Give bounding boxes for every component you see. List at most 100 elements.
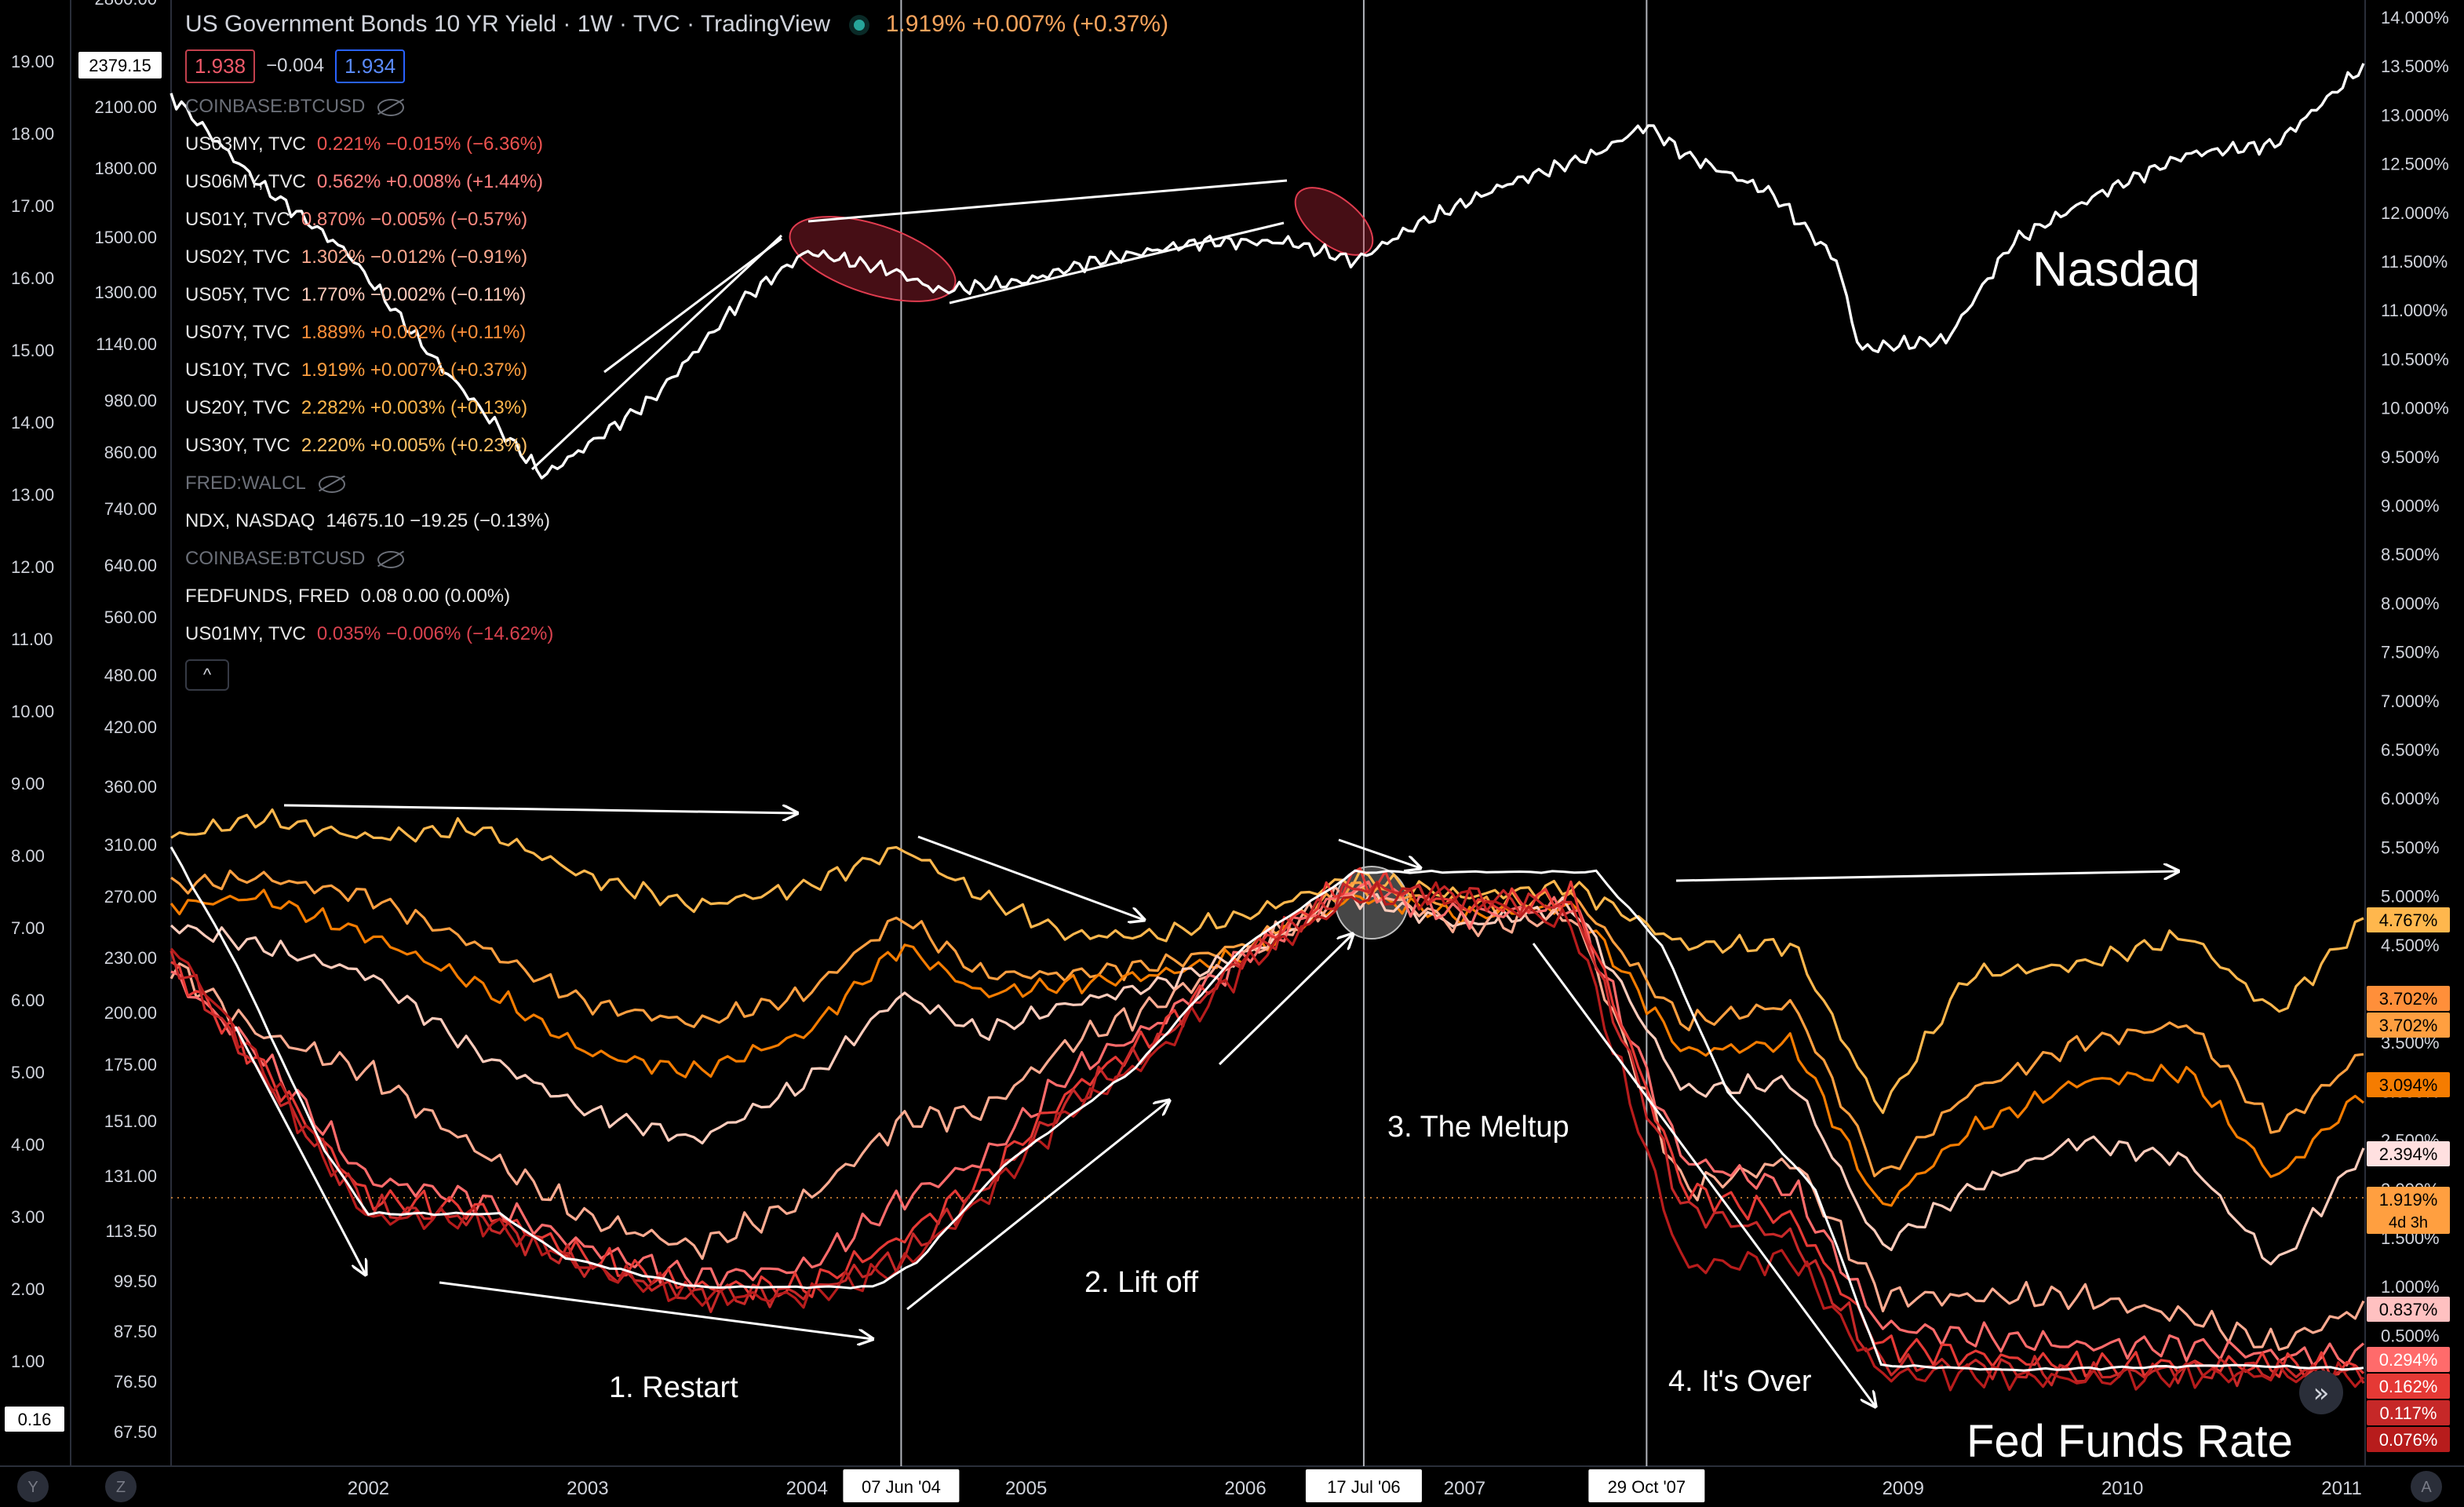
collapse-legend-button[interactable]: ^ — [185, 659, 229, 691]
legend-series-row[interactable]: COINBASE:BTCUSD — [185, 540, 1205, 578]
right-price-tag-label: 1.919% — [2379, 1190, 2438, 1210]
legend-series-row[interactable]: US03MY, TVC 0.221% −0.015% (−6.36%) — [185, 126, 1205, 163]
right-price-tag-label: 3.702% — [2379, 1016, 2438, 1035]
eye-hidden-icon[interactable] — [377, 98, 405, 116]
scale-toggle-button[interactable] — [2411, 1471, 2442, 1502]
trend-line[interactable] — [530, 234, 783, 471]
legend-series-name: US30Y, TVC — [185, 435, 290, 456]
legend-series-row[interactable]: US20Y, TVC 2.282% +0.003% (+0.13%) — [185, 389, 1205, 427]
trend-line[interactable] — [603, 237, 782, 374]
yield-series-line[interactable] — [169, 881, 2365, 1388]
left-inner-tick-label: 980.00 — [104, 391, 157, 411]
legend-series-name: NDX, NASDAQ — [185, 510, 315, 531]
date-marker-tag[interactable] — [843, 1469, 960, 1502]
yield-series-line[interactable] — [170, 808, 2364, 1115]
legend-series-row[interactable]: FEDFUNDS, FRED 0.08 0.00 (0.00%) — [185, 578, 1205, 615]
legend-series-row[interactable]: US06MY, TVC 0.562% +0.008% (+1.44%) — [185, 163, 1205, 201]
legend-series-value: 0.08 0.00 (0.00%) — [360, 586, 511, 607]
left-outer-tick-label: 7.00 — [11, 918, 45, 938]
fedfunds-price-tag[interactable] — [5, 1407, 64, 1432]
trend-arrow[interactable] — [917, 835, 1144, 920]
right-price-tag[interactable] — [2367, 1072, 2450, 1097]
scroll-to-realtime-button[interactable] — [2299, 1370, 2343, 1414]
right-price-tag[interactable] — [2367, 986, 2450, 1011]
left-outer-tick-label: 16.00 — [11, 268, 54, 288]
left-outer-tick-label: 1.00 — [11, 1352, 45, 1371]
left-inner-tick-label: 67.50 — [114, 1422, 157, 1442]
time-tick-label: 2010 — [2101, 1478, 2143, 1499]
left-inner-tick-label: 99.50 — [114, 1272, 157, 1291]
sell-price-box[interactable]: 1.938 — [185, 49, 256, 83]
right-price-tag[interactable] — [2367, 1297, 2450, 1322]
right-price-tag[interactable] — [2367, 1187, 2450, 1234]
trend-arrow[interactable] — [283, 804, 797, 813]
right-tick-label: 14.000% — [2381, 8, 2449, 27]
left-inner-tick-label: 1500.00 — [94, 228, 157, 247]
left-inner-tick-label: 270.00 — [104, 887, 157, 907]
right-price-tag[interactable] — [2367, 1374, 2450, 1399]
right-price-tag[interactable] — [2367, 907, 2450, 932]
legend-series-value: 0.035% −0.006% (−14.62%) — [316, 623, 554, 644]
trend-line[interactable] — [807, 179, 1288, 223]
legend-series-row[interactable]: COINBASE:BTCUSD — [185, 88, 1205, 126]
highlight-ellipse[interactable] — [1284, 175, 1384, 268]
right-price-tag[interactable] — [2367, 1141, 2450, 1166]
date-marker-tag[interactable] — [1305, 1469, 1422, 1502]
left-outer-tick-label: 18.00 — [11, 124, 54, 144]
legend-series-row[interactable]: US01Y, TVC 0.870% −0.005% (−0.57%) — [185, 201, 1205, 239]
phase-annotation: 2. Lift off — [1084, 1266, 1199, 1299]
legend-series-name: FEDFUNDS, FRED — [185, 586, 350, 607]
trend-arrow[interactable] — [1532, 943, 1875, 1407]
legend-series-value: 1.302% −0.012% (−0.91%) — [301, 246, 528, 268]
left-inner-tick-label: 860.00 — [104, 443, 157, 462]
left-outer-tick-label: 2.00 — [11, 1279, 45, 1299]
legend-series-row[interactable]: US05Y, TVC 1.770% −0.002% (−0.11%) — [185, 276, 1205, 314]
right-tick-label: 5.500% — [2381, 837, 2440, 857]
right-price-tag[interactable] — [2367, 1427, 2450, 1452]
left-outer-tick-label: 12.00 — [11, 557, 54, 577]
legend-series-row[interactable]: FRED:WALCL — [185, 465, 1205, 502]
legend-series-value: 14675.10 −19.25 (−0.13%) — [326, 510, 550, 531]
trend-arrow[interactable] — [1675, 871, 2178, 882]
legend-series-row[interactable]: US02Y, TVC 1.302% −0.012% (−0.91%) — [185, 239, 1205, 276]
btc-price-tag[interactable] — [78, 52, 162, 78]
right-tick-label: 10.500% — [2381, 349, 2449, 369]
yield-series-line[interactable] — [169, 881, 2365, 1392]
time-tick-label: 2003 — [567, 1478, 608, 1499]
right-price-tag[interactable] — [2367, 1400, 2450, 1425]
trend-arrow[interactable] — [1338, 838, 1420, 868]
left-inner-tick-label: 360.00 — [104, 777, 157, 797]
buy-price-box[interactable]: 1.934 — [335, 49, 406, 83]
trend-arrow[interactable] — [439, 1281, 873, 1339]
trend-arrow[interactable] — [234, 1026, 366, 1275]
left-outer-tick-label: 3.00 — [11, 1207, 45, 1227]
right-price-tag[interactable] — [2367, 1347, 2450, 1372]
legend-series-row[interactable]: US30Y, TVC 2.220% +0.005% (+0.23%) — [185, 427, 1205, 465]
nasdaq-line[interactable] — [169, 63, 2365, 480]
right-price-tag[interactable] — [2367, 1013, 2450, 1038]
right-tick-label: 6.500% — [2381, 740, 2440, 760]
legend-series-name: US01MY, TVC — [185, 623, 306, 644]
scale-toggle-button[interactable] — [17, 1471, 49, 1502]
right-price-tag-label: 0.294% — [2379, 1350, 2438, 1370]
left-inner-tick-label: 640.00 — [104, 556, 157, 575]
legend-series-row[interactable]: US07Y, TVC 1.889% +0.002% (+0.11%) — [185, 314, 1205, 352]
eye-hidden-icon[interactable] — [318, 475, 345, 493]
legend-series-row[interactable]: NDX, NASDAQ 14675.10 −19.25 (−0.13%) — [185, 502, 1205, 540]
scale-toggle-button[interactable] — [105, 1471, 137, 1502]
trend-arrow[interactable] — [1218, 934, 1353, 1066]
trend-line[interactable] — [949, 221, 1285, 305]
left-outer-tick-label: 5.00 — [11, 1063, 45, 1082]
eye-hidden-icon[interactable] — [377, 550, 405, 568]
date-marker-tag[interactable] — [1588, 1469, 1705, 1502]
yield-series-line[interactable] — [169, 889, 2365, 1207]
yield-series-line[interactable] — [169, 881, 2365, 1352]
legend-series-row[interactable]: US01MY, TVC 0.035% −0.006% (−14.62%) — [185, 615, 1205, 653]
trend-arrow[interactable] — [906, 1100, 1169, 1311]
legend-title[interactable]: US Government Bonds 10 YR Yield · 1W · T… — [185, 11, 831, 37]
legend-series-value: 0.562% +0.008% (+1.44%) — [316, 171, 544, 192]
yield-series-line[interactable] — [170, 869, 2364, 1177]
legend-series-row[interactable]: US10Y, TVC 1.919% +0.007% (+0.37%) — [185, 352, 1205, 389]
fed-funds-line[interactable] — [169, 846, 2364, 1372]
